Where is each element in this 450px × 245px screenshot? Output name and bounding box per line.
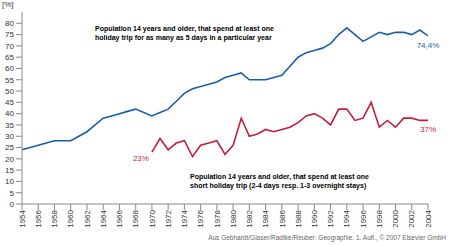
svg-text:60: 60 xyxy=(8,64,15,73)
html-text:Population 14 years and older,: Population 14 years and older, that spen… xyxy=(190,173,369,180)
svg-text:1980: 1980 xyxy=(229,209,238,227)
svg-text:25: 25 xyxy=(8,143,15,152)
svg-text:23%: 23% xyxy=(133,154,149,163)
svg-text:70: 70 xyxy=(8,42,15,51)
svg-text:2002: 2002 xyxy=(407,209,416,227)
svg-text:74,4%: 74,4% xyxy=(417,41,440,50)
svg-text:1978: 1978 xyxy=(213,209,222,227)
svg-text:45: 45 xyxy=(8,98,15,107)
svg-text:5: 5 xyxy=(10,189,15,198)
svg-text:1954: 1954 xyxy=(18,209,27,227)
svg-text:75: 75 xyxy=(8,30,15,39)
svg-text:1972: 1972 xyxy=(164,209,173,227)
svg-text:1956: 1956 xyxy=(34,209,43,227)
svg-text:35: 35 xyxy=(8,121,15,130)
html-text:Aus Gebhardt/Glaser/Radtke/Reu: Aus Gebhardt/Glaser/Radtke/Reuber: Geogr… xyxy=(208,234,446,241)
svg-text:1994: 1994 xyxy=(342,209,351,227)
svg-text:80: 80 xyxy=(8,19,15,28)
svg-text:1970: 1970 xyxy=(148,209,157,227)
svg-text:1992: 1992 xyxy=(326,209,335,227)
svg-text:65: 65 xyxy=(8,53,15,62)
svg-text:1988: 1988 xyxy=(294,209,303,227)
svg-text:1958: 1958 xyxy=(50,209,59,227)
svg-text:10: 10 xyxy=(8,177,15,186)
html-text:short holiday trip (2-4 days r: short holiday trip (2-4 days resp. 1-3 o… xyxy=(190,182,367,189)
svg-text:55: 55 xyxy=(8,76,15,85)
svg-text:1998: 1998 xyxy=(375,209,384,227)
svg-text:1982: 1982 xyxy=(245,209,254,227)
svg-text:1968: 1968 xyxy=(131,209,140,227)
svg-text:30: 30 xyxy=(8,132,15,141)
svg-text:2000: 2000 xyxy=(391,209,400,227)
svg-text:1966: 1966 xyxy=(115,209,124,227)
svg-text:1960: 1960 xyxy=(66,209,75,227)
svg-text:50: 50 xyxy=(8,87,15,96)
svg-text:1964: 1964 xyxy=(99,209,108,227)
svg-text:1990: 1990 xyxy=(310,209,319,227)
svg-text:1976: 1976 xyxy=(196,209,205,227)
html-text:Population 14 years and older,: Population 14 years and older, that spen… xyxy=(95,25,274,32)
svg-text:15: 15 xyxy=(8,166,15,175)
svg-text:1996: 1996 xyxy=(359,209,368,227)
svg-text:37%: 37% xyxy=(420,125,436,134)
svg-text:0: 0 xyxy=(10,200,15,209)
svg-text:20: 20 xyxy=(8,155,15,164)
html-text:holiday trip for as many as 5: holiday trip for as many as 5 days in a … xyxy=(95,34,272,41)
svg-text:1974: 1974 xyxy=(180,209,189,227)
svg-text:2004: 2004 xyxy=(424,209,433,227)
svg-text:1986: 1986 xyxy=(278,209,287,227)
svg-text:1984: 1984 xyxy=(261,209,270,227)
svg-text:1962: 1962 xyxy=(83,209,92,227)
svg-text:40: 40 xyxy=(8,109,15,118)
